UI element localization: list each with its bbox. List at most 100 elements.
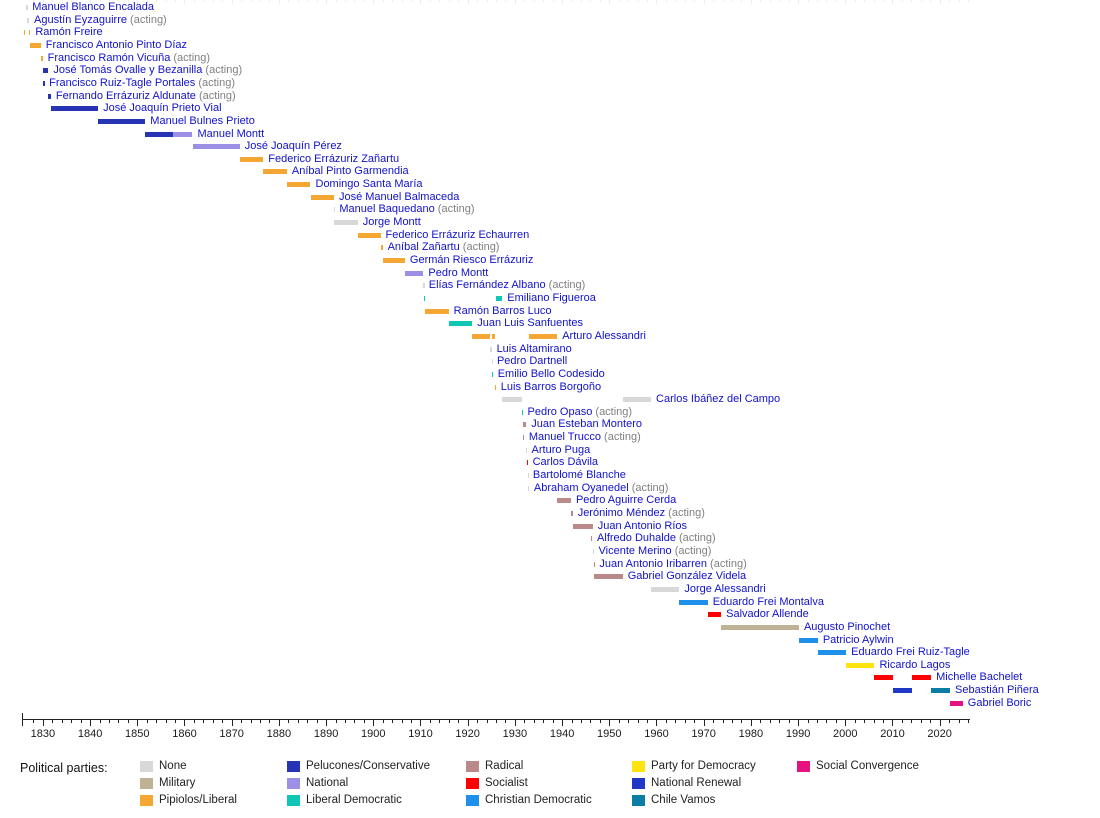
term-bar [721,624,799,630]
axis-minor-tick [288,719,290,723]
axis-minor-tick [307,719,309,723]
axis-major-tick [467,719,469,726]
axis-major-tick [798,719,800,726]
top-axis-tick [80,0,82,2]
term-bar [527,485,530,491]
president-name: Jorge Alessandri [684,582,766,595]
legend-party-label: Radical [485,760,524,772]
axis-major-tick [609,719,611,726]
top-axis-tick [524,0,526,2]
term-bar [334,220,358,226]
term-bar [572,523,593,529]
axis-minor-tick [552,719,554,723]
top-axis-tick [401,0,403,2]
legend-swatch-none [140,761,153,772]
term-bar [333,207,336,213]
axis-major-tick [373,719,375,726]
president-name: Francisco Ramón Vicuña [47,51,171,64]
timeline-row: Manuel Trucco (acting) [0,431,1100,448]
axis-tick-label: 1970 [691,728,716,740]
top-axis-tick [33,0,35,2]
term-bar [590,536,593,542]
president-name: Manuel Montt [197,127,265,140]
president-name: Augusto Pinochet [803,620,891,633]
term-bar [310,194,334,200]
president-name: Francisco Ruiz-Tagle Portales [49,76,196,89]
timeline-row: Pedro Aguirre Cerda [0,494,1100,511]
acting-label: (acting) [126,13,167,26]
president-name: Carlos Ibáñez del Campo [656,393,781,406]
top-axis-tick [798,0,800,4]
top-axis-tick [552,0,554,2]
legend-swatch-christian-democratic [466,795,479,806]
timeline-row: Juan Antonio Ríos [0,520,1100,537]
axis-tick-label: 1870 [219,728,244,740]
timeline-row: Francisco Antonio Pinto Díaz [0,39,1100,56]
term-bar [263,169,287,175]
top-axis-tick [599,0,601,2]
top-axis-tick [703,0,705,4]
top-axis-tick [505,0,507,2]
term-bar [874,675,894,681]
top-axis-tick [930,0,932,2]
top-axis-tick [883,0,885,2]
president-name-label: Emiliano Figueroa [507,292,596,305]
term-bar [489,346,492,352]
timeline-row: Gabriel Boric [0,697,1100,714]
axis-major-tick [42,719,44,726]
timeline-row: Arturo Puga [0,444,1100,461]
president-name-label: Arturo Puga [532,444,591,457]
term-bar [448,321,473,327]
axis-minor-tick [760,719,762,723]
axis-tick-label: 1940 [549,728,575,740]
axis-minor-tick [543,719,545,723]
timeline-row: Manuel Montt [0,128,1100,145]
axis-tick-label: 1910 [408,728,433,740]
top-axis-tick [165,0,167,2]
axis-major-tick [514,719,516,726]
axis-minor-tick [382,719,384,723]
legend-swatch-liberal-democratic [287,795,300,806]
top-axis-tick [250,0,252,2]
timeline-row: Alfredo Duhalde (acting) [0,532,1100,549]
term-bar [286,182,311,188]
top-axis-tick [222,0,224,2]
president-name-label: Germán Riesco Errázuriz [410,254,533,267]
timeline-row: Ricardo Lagos [0,659,1100,676]
axis-minor-tick [363,719,365,723]
timeline-row: Aníbal Pinto Garmendia [0,165,1100,182]
acting-label: (acting) [665,507,705,519]
axis-minor-tick [684,719,686,723]
president-name-label: Pedro Aguirre Cerda [576,494,676,507]
president-name: Ramón Freire [35,26,103,39]
president-name: Arturo Alessandri [562,329,646,342]
term-bar [817,650,847,656]
axis-minor-tick [250,719,252,723]
top-axis-tick [750,0,752,4]
top-axis-tick [354,0,356,2]
top-axis-tick [99,0,101,2]
axis-tick-label: 1850 [125,728,150,740]
axis-minor-tick [835,719,837,723]
axis-minor-tick [647,719,649,723]
acting-label: (acting) [202,64,243,77]
top-axis-tick [448,0,450,2]
legend-title: Political parties: [20,761,108,775]
top-axis-tick [562,0,564,4]
president-name: Manuel Bulnes Prieto [150,114,255,127]
axis-tick-label: 1890 [313,728,339,740]
legend-swatch-social-convergence [797,761,810,772]
president-name: Juan Luis Sanfuentes [477,317,584,330]
president-name: Francisco Antonio Pinto Díaz [45,38,187,51]
axis-minor-tick [108,719,110,723]
president-name: Patricio Aylwin [822,633,894,646]
axis-major-tick [750,719,752,726]
president-name: José Tomás Ovalle y Bezanilla [53,64,203,77]
legend-party-label: Pipiolos/Liberal [159,794,237,806]
top-axis-tick [326,0,328,4]
axis-minor-tick [99,719,101,723]
term-bar [522,422,527,428]
legend-swatch-military [140,778,153,789]
legend-party-label: None [159,760,187,772]
term-bar [494,384,496,390]
